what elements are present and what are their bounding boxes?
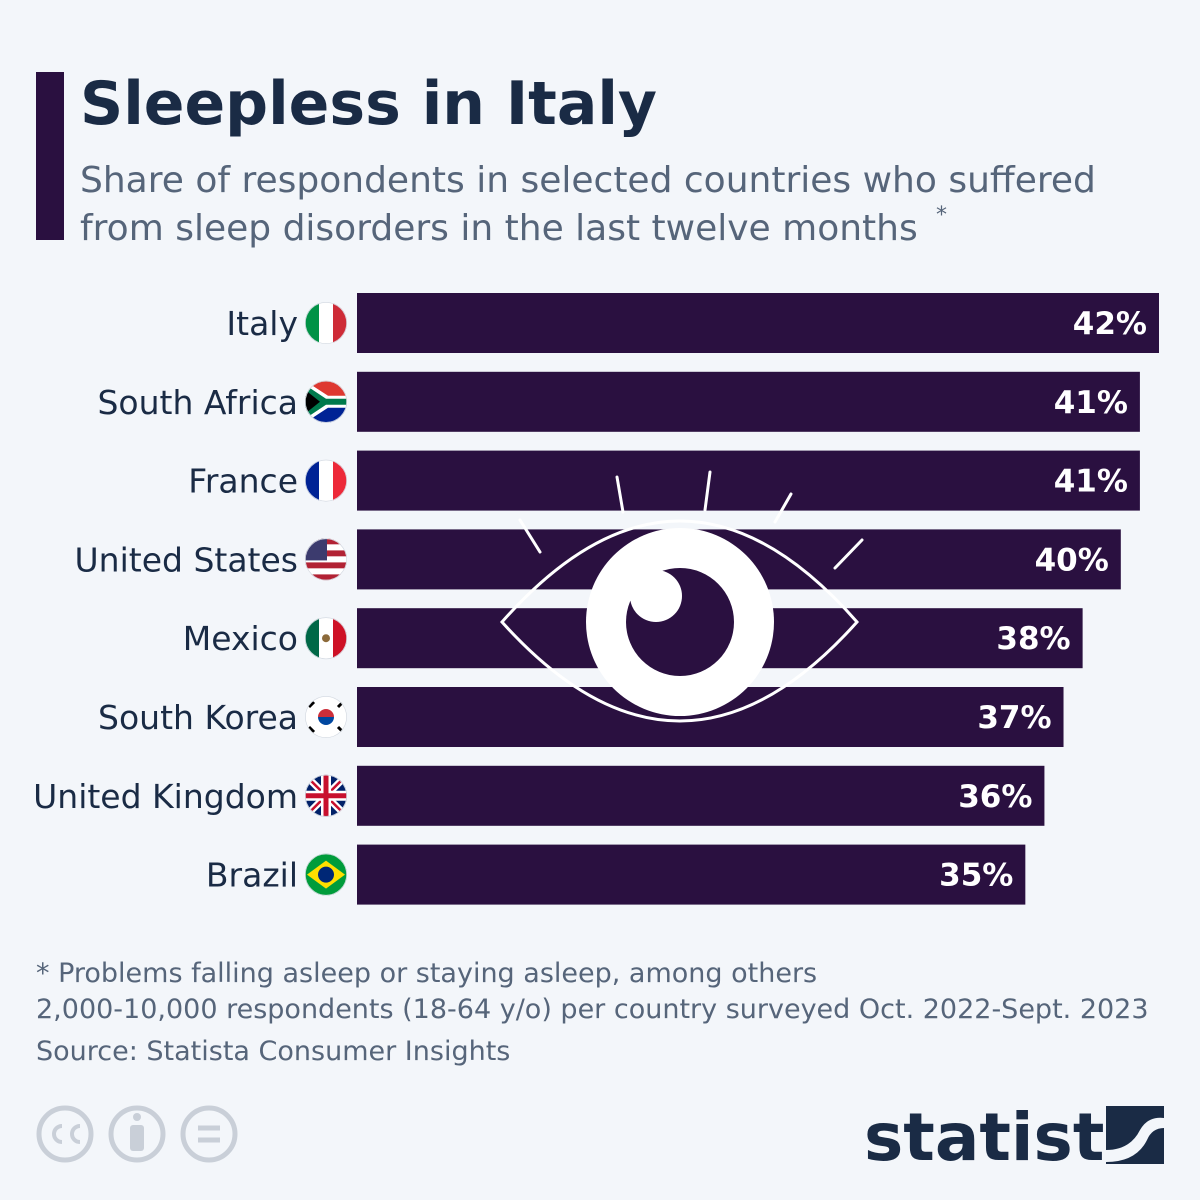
category-label: United States bbox=[75, 540, 298, 579]
category-label: Italy bbox=[226, 304, 298, 343]
flag-part bbox=[305, 574, 347, 581]
subtitle-note: * bbox=[936, 203, 947, 228]
category-label: Mexico bbox=[183, 619, 298, 658]
category-label: United Kingdom bbox=[33, 777, 298, 816]
bar bbox=[357, 371, 1140, 432]
value-label: 42% bbox=[1073, 306, 1147, 342]
flag bbox=[305, 380, 347, 423]
value-label: 41% bbox=[1054, 385, 1128, 421]
value-label: 40% bbox=[1035, 542, 1109, 578]
category-label: France bbox=[188, 462, 298, 501]
brand-mark bbox=[1106, 1106, 1164, 1164]
bar bbox=[357, 844, 1026, 905]
flag bbox=[305, 302, 347, 344]
flag-part bbox=[318, 866, 334, 883]
footnote: 2,000-10,000 respondents (18-64 y/o) per… bbox=[36, 994, 1149, 1025]
source: Source: Statista Consumer Insights bbox=[36, 1036, 510, 1067]
flag-part bbox=[305, 389, 320, 414]
value-label: 37% bbox=[977, 700, 1051, 736]
bar bbox=[357, 765, 1045, 826]
flag bbox=[305, 696, 347, 738]
flag bbox=[305, 459, 347, 502]
flag bbox=[305, 774, 347, 817]
value-label: 38% bbox=[996, 621, 1070, 657]
flag-part bbox=[318, 717, 334, 725]
flag bbox=[305, 617, 347, 660]
flag-part bbox=[307, 700, 345, 734]
bar bbox=[357, 450, 1140, 511]
flag-part bbox=[305, 774, 347, 817]
flag-part bbox=[319, 459, 333, 502]
flag-part bbox=[305, 384, 347, 419]
plot: Italy 42% South Africa 41% France 41% United S… bbox=[33, 293, 1159, 905]
footnote: * Problems falling asleep or staying asl… bbox=[36, 958, 817, 989]
category-label: South Korea bbox=[98, 698, 298, 737]
value-label: 41% bbox=[1054, 464, 1128, 500]
chart-title: Sleepless in Italy bbox=[80, 69, 657, 139]
license-icons bbox=[36, 1105, 238, 1163]
flag bbox=[305, 853, 347, 896]
flag-part bbox=[305, 568, 347, 575]
flag-part bbox=[305, 562, 347, 569]
flag-part bbox=[319, 302, 333, 344]
flag-part bbox=[318, 709, 334, 717]
subtitle-line: from sleep disorders in the last twelve … bbox=[80, 208, 918, 249]
value-label: 35% bbox=[939, 858, 1013, 894]
flag bbox=[305, 538, 347, 581]
flag-part bbox=[322, 634, 330, 643]
category-label: Brazil bbox=[206, 856, 298, 895]
category-label: South Africa bbox=[97, 383, 298, 422]
brand-logo: statista bbox=[864, 1099, 1149, 1176]
eye-illustration bbox=[499, 470, 864, 723]
subtitle-line: Share of respondents in selected countri… bbox=[80, 160, 1096, 201]
value-label: 36% bbox=[958, 779, 1032, 815]
bar bbox=[357, 293, 1159, 353]
accent-bar bbox=[36, 72, 64, 240]
